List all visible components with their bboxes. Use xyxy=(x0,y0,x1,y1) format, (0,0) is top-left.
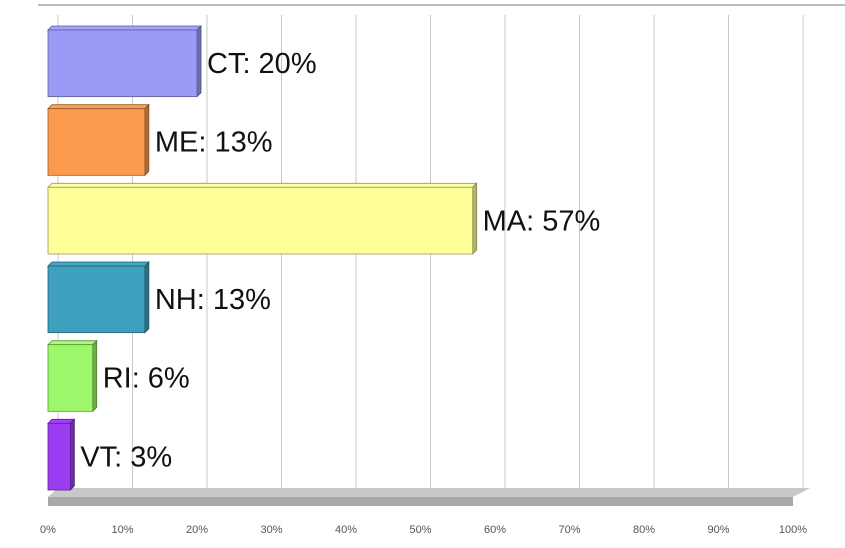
bar xyxy=(47,265,146,334)
x-tick-label: 70% xyxy=(558,524,580,536)
bar-top xyxy=(47,104,150,110)
x-tick-label: 40% xyxy=(335,524,357,536)
bar xyxy=(47,108,146,176)
bar-side xyxy=(144,261,150,334)
x-tick-label: 10% xyxy=(111,524,133,536)
x-tick-label: 60% xyxy=(484,524,506,536)
x-tick-label: 0% xyxy=(40,524,56,536)
bar-side xyxy=(92,339,98,413)
data-label: RI: 6% xyxy=(103,363,190,395)
bar-top xyxy=(47,182,478,188)
bar-top xyxy=(47,25,202,31)
data-label: MA: 57% xyxy=(483,205,601,237)
floor xyxy=(48,488,810,497)
bar xyxy=(47,422,71,491)
bar-top xyxy=(47,340,98,346)
data-label: VT: 3% xyxy=(80,441,172,473)
x-tick-label: 90% xyxy=(707,524,729,536)
bar-side xyxy=(472,182,478,255)
x-tick-label: 50% xyxy=(409,524,431,536)
x-tick-label: 80% xyxy=(633,524,655,536)
x-tick-label: 30% xyxy=(260,524,282,536)
data-label: NH: 13% xyxy=(155,284,271,316)
bar-top xyxy=(47,261,150,267)
bar-side xyxy=(196,25,202,98)
bar-side xyxy=(144,103,150,177)
x-tick-label: 100% xyxy=(779,524,807,536)
floor-edge xyxy=(48,497,793,506)
bar xyxy=(47,29,198,98)
data-label: CT: 20% xyxy=(207,48,317,80)
data-label: ME: 13% xyxy=(155,127,273,159)
bar-side xyxy=(69,418,75,491)
bar xyxy=(47,186,474,255)
bar xyxy=(47,344,94,412)
x-tick-label: 20% xyxy=(186,524,208,536)
